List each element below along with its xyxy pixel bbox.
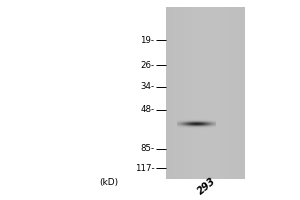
Text: 293: 293 bbox=[196, 176, 217, 197]
Text: 26-: 26- bbox=[140, 61, 154, 70]
FancyBboxPatch shape bbox=[166, 7, 245, 179]
Text: (kD): (kD) bbox=[99, 178, 118, 187]
Text: 34-: 34- bbox=[140, 82, 154, 91]
Text: 48-: 48- bbox=[140, 105, 154, 114]
Text: 85-: 85- bbox=[140, 144, 154, 153]
Text: 117-: 117- bbox=[135, 164, 155, 173]
Text: 19-: 19- bbox=[140, 36, 154, 45]
